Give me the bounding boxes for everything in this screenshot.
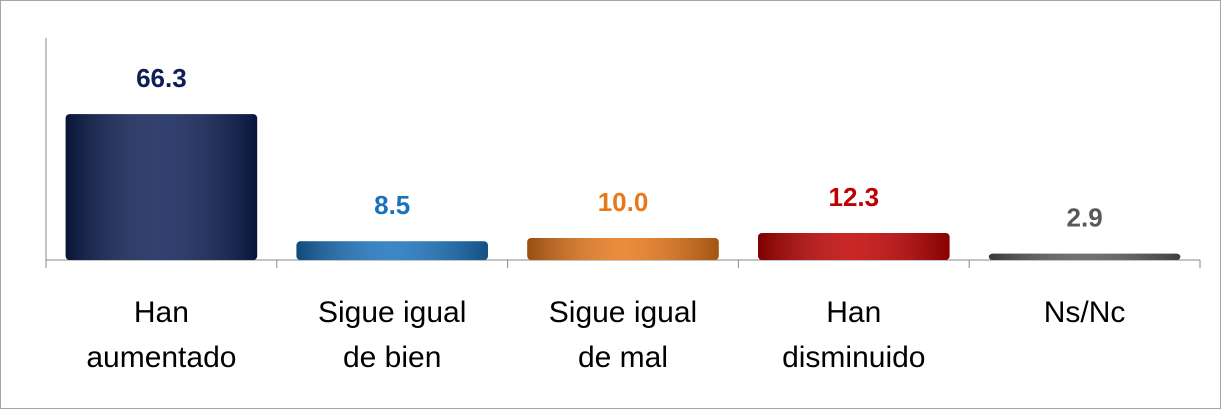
bar-shine (527, 238, 719, 260)
value-label: 10.0 (598, 187, 649, 217)
x-tick-label: Han disminuido (782, 296, 926, 374)
value-label: 12.3 (828, 182, 879, 212)
value-label: 8.5 (374, 190, 410, 220)
x-tick-label: Sigue igual de mal (548, 296, 698, 374)
x-tick-label: Ns/Nc (1043, 296, 1126, 329)
bar-shine (988, 253, 1181, 260)
value-label: 2.9 (1067, 202, 1103, 232)
value-label: 66.3 (136, 63, 187, 93)
bar-shine (296, 241, 488, 260)
x-tick-label: Han aumentado (86, 296, 237, 374)
bar-shine (65, 114, 258, 260)
x-tick-label: Sigue igual de bien (317, 296, 467, 374)
bar-shine (758, 232, 950, 260)
